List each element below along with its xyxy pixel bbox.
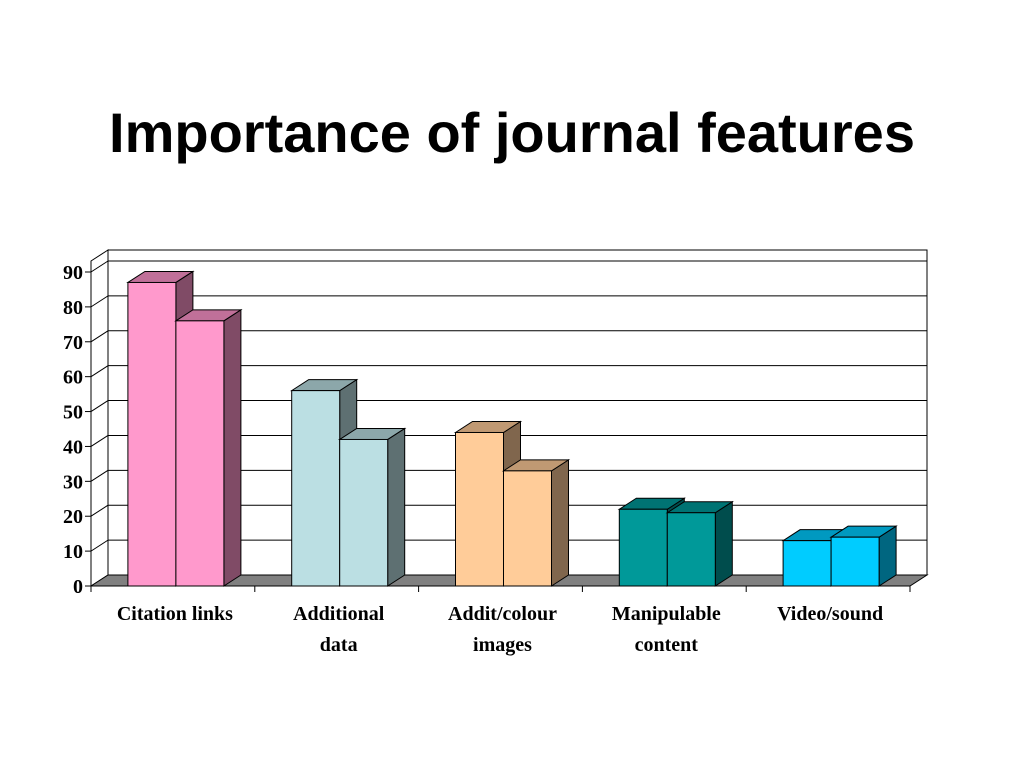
y-tick-label: 60 [63, 367, 83, 389]
x-tick-label-line: Additional [293, 603, 385, 625]
x-tick-label: Video/sound [777, 603, 883, 625]
y-tick-label: 30 [63, 471, 83, 493]
bar [291, 390, 341, 587]
bar [830, 536, 880, 587]
gridline-side [90, 330, 109, 343]
y-tick-label: 40 [63, 436, 83, 458]
x-tick-label-line: Addit/colour [448, 603, 557, 625]
bar [175, 320, 225, 587]
x-tick-label: Addit/colour images [448, 603, 557, 656]
bar-side [714, 500, 733, 587]
bar [503, 470, 552, 587]
gridline-side [90, 400, 109, 412]
plot-left-wall [90, 249, 109, 587]
gridline-side [90, 260, 109, 273]
x-tick-label-line: Citation links [117, 603, 233, 625]
bar [455, 431, 504, 587]
gridline-side [90, 365, 109, 378]
bar-side [551, 458, 569, 587]
x-tick-label-line: Manipulable [612, 603, 721, 625]
bar-side [223, 308, 242, 587]
x-tick-label-line: images [473, 634, 532, 656]
bar [782, 540, 832, 587]
gridline-side [90, 539, 109, 552]
x-tick-label-line: content [635, 634, 699, 656]
x-tick-label-line: data [320, 634, 358, 656]
x-tick-label: Additional data [293, 603, 385, 656]
y-tick-label: 50 [63, 402, 83, 424]
x-tick-label: Citation links [117, 603, 233, 625]
bar [666, 512, 716, 587]
chart-title: Importance of journal features [109, 101, 915, 164]
y-tick-label: 10 [63, 541, 83, 563]
y-tick-label: 70 [63, 332, 83, 354]
x-tick-label-line: Video/sound [777, 603, 883, 625]
bar [618, 508, 668, 587]
y-tick-label: 20 [63, 506, 83, 528]
gridline-side [90, 435, 109, 447]
x-tick-label: Manipulable content [612, 603, 721, 656]
gridline-side [90, 469, 109, 482]
y-tick-label: 90 [63, 262, 83, 284]
y-tick-label: 0 [73, 576, 83, 598]
bar [127, 281, 177, 587]
bar [339, 438, 389, 587]
y-tick-label: 80 [63, 297, 83, 319]
bar-side [387, 427, 406, 587]
gridline-side [90, 504, 109, 517]
gridline-side [90, 295, 109, 308]
